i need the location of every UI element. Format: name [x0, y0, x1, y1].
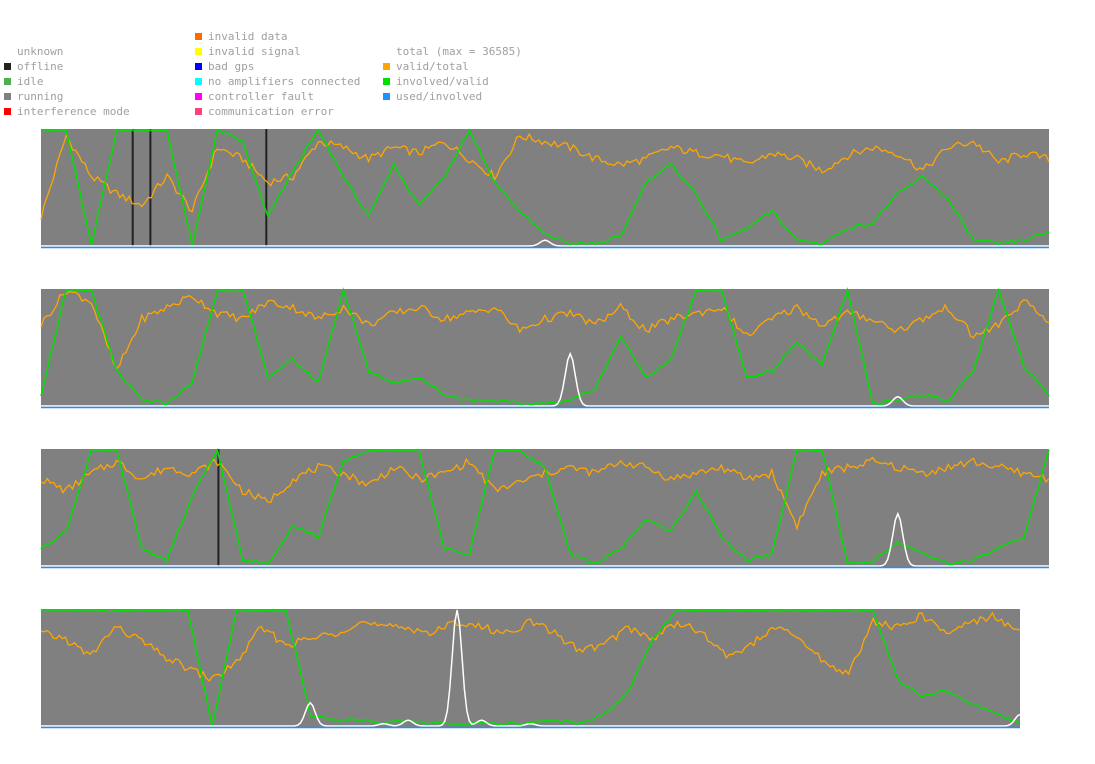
legend-swatch: [195, 63, 202, 70]
legend-swatch: [195, 33, 202, 40]
series-involved-valid: [40, 447, 1050, 566]
legend-label: used/involved: [396, 90, 483, 103]
strip-row-4: [40, 608, 1021, 729]
series-involved-valid: [40, 608, 1021, 727]
series-involved-valid: [40, 287, 1050, 407]
strip-row-3: [40, 447, 1050, 569]
series-valid-total: [40, 290, 1050, 370]
legend-label: valid/total: [396, 60, 469, 73]
legend-label: running: [17, 90, 64, 103]
series-valid-total: [40, 611, 1021, 682]
strip-background: [41, 129, 1049, 247]
legend-swatch: [383, 93, 390, 100]
series-total: [41, 511, 1049, 567]
legend-label: idle: [17, 75, 44, 88]
legend-label: interference mode: [17, 105, 130, 118]
offline-marker: [217, 449, 220, 567]
strip-background: [41, 609, 1020, 727]
legend-label: controller fault: [208, 90, 314, 103]
legend-label: no amplifiers connected: [208, 75, 361, 88]
legend-label: offline: [17, 60, 64, 73]
series-total: [41, 239, 1049, 247]
legend-swatch: [383, 78, 390, 85]
legend-swatch: [195, 108, 202, 115]
legend-label: bad gps: [208, 60, 255, 73]
legend-swatch: [4, 78, 11, 85]
strip-row-2: [40, 287, 1050, 409]
strip-row-1: [40, 128, 1050, 249]
strip-background: [41, 449, 1049, 567]
legend-swatch: [195, 93, 202, 100]
offline-marker: [149, 129, 152, 247]
legend-swatch: [4, 63, 11, 70]
legend-swatch: [383, 63, 390, 70]
offline-marker: [131, 129, 134, 247]
offline-marker: [265, 129, 268, 247]
series-involved-valid: [40, 128, 1050, 246]
legend-label: communication error: [208, 105, 334, 118]
legend-label: involved/valid: [396, 75, 489, 88]
legend-label: invalid data: [208, 30, 288, 43]
legend-label: total (max = 36585): [396, 45, 522, 58]
legend-swatch: [4, 93, 11, 100]
strip-background: [41, 289, 1049, 407]
series-total: [41, 609, 1021, 727]
legend-swatch: [195, 48, 202, 55]
legend-label: invalid signal: [208, 45, 301, 58]
legend-swatch: [195, 78, 202, 85]
legend-label: unknown: [17, 45, 64, 58]
series-total: [41, 351, 1049, 407]
legend-swatch: [4, 108, 11, 115]
